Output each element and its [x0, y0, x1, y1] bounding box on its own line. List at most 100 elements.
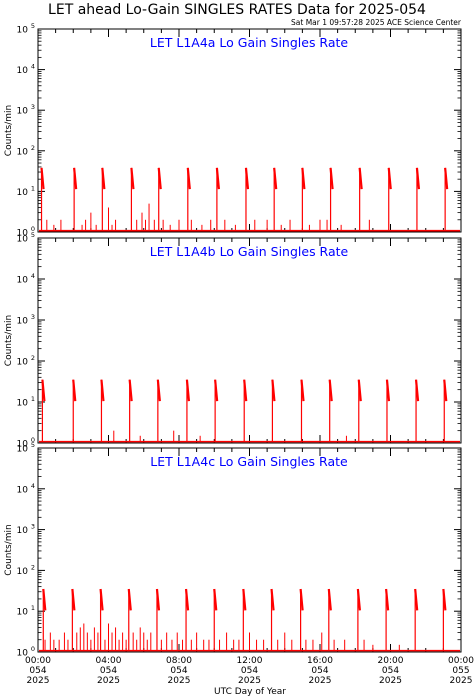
- series-spike-plateau: [357, 379, 362, 402]
- y-tick-exponent: 0: [31, 436, 35, 444]
- series-spike-plateau: [301, 167, 306, 190]
- series-spike-plateau: [329, 167, 334, 190]
- y-axis-title: Counts/min: [4, 315, 14, 366]
- x-tick-time: 08:00: [166, 656, 192, 666]
- y-tick-label: 10: [17, 317, 29, 327]
- series-spike-plateau: [100, 379, 105, 402]
- x-tick-year: 2025: [309, 676, 332, 686]
- series-spike-plateau: [71, 588, 76, 611]
- x-tick-doy: 054: [241, 666, 258, 676]
- y-tick-label: 10: [17, 107, 29, 117]
- x-tick-year: 2025: [168, 676, 191, 686]
- y-tick-exponent: 0: [31, 645, 35, 653]
- series-spike-plateau: [99, 588, 104, 611]
- y-tick-exponent: 1: [31, 395, 35, 403]
- y-tick-label: 10: [17, 147, 29, 157]
- x-tick-time: 00:00: [25, 656, 51, 666]
- y-tick-exponent: 3: [31, 313, 35, 321]
- series-spike-plateau: [270, 588, 275, 611]
- x-tick-doy: 054: [311, 666, 328, 676]
- x-axis-tick-labels: 00:00054202504:00054202508:00054202512:0…: [25, 656, 474, 686]
- series-spike-plateau: [387, 167, 392, 190]
- series-spike-plateau: [157, 167, 162, 190]
- y-tick-exponent: 3: [31, 103, 35, 111]
- x-axis-title: UTC Day of Year: [214, 687, 286, 697]
- x-tick-year: 2025: [97, 676, 120, 686]
- series-spike-plateau: [327, 588, 332, 611]
- y-tick-exponent: 4: [31, 482, 35, 490]
- y-axis-title: Counts/min: [4, 524, 14, 575]
- y-tick-exponent: 5: [31, 441, 35, 449]
- series-spike-plateau: [443, 379, 448, 402]
- series-spike-plateau: [186, 167, 191, 190]
- plot-frame: [37, 28, 462, 233]
- x-tick-doy: 054: [29, 666, 46, 676]
- series-spike-plateau: [127, 588, 132, 611]
- x-tick-time: 04:00: [96, 656, 122, 666]
- y-tick-exponent: 5: [31, 22, 35, 30]
- series-spike-plateau: [414, 379, 420, 402]
- y-tick-label: 10: [17, 526, 29, 536]
- y-tick-exponent: 2: [31, 354, 35, 362]
- y-tick-label: 10: [17, 567, 29, 577]
- y-tick-exponent: 5: [31, 231, 35, 239]
- y-tick-label: 10: [17, 649, 29, 659]
- series-spike-plateau: [130, 167, 135, 190]
- series-spike-plateau: [356, 588, 361, 611]
- y-tick-label: 10: [17, 608, 29, 618]
- y-tick-label: 10: [17, 445, 29, 455]
- y-tick-label: 10: [17, 229, 29, 239]
- y-tick-label: 10: [17, 26, 29, 36]
- x-tick-doy: 054: [382, 666, 399, 676]
- y-axis-title: Counts/min: [4, 105, 14, 156]
- series-spike-plateau: [101, 167, 106, 190]
- series-spike-plateau: [41, 379, 46, 402]
- y-tick-exponent: 1: [31, 184, 35, 192]
- series-spike-plateau: [42, 588, 47, 611]
- y-tick-exponent: 1: [31, 604, 35, 612]
- y-tick-label: 10: [17, 66, 29, 76]
- series-spike-plateau: [415, 167, 421, 190]
- series-spike-plateau: [271, 379, 276, 402]
- panel-title: LET L1A4b Lo Gain Singles Rate: [150, 244, 349, 259]
- series-spike-plateau: [184, 588, 190, 611]
- y-tick-exponent: 4: [31, 272, 35, 280]
- series-spike-plateau: [72, 379, 77, 402]
- series-spike-plateau: [213, 588, 218, 611]
- panel-title: LET L1A4c Lo Gain Singles Rate: [150, 454, 348, 469]
- x-tick-time: 16:00: [307, 656, 333, 666]
- y-tick-label: 10: [17, 399, 29, 409]
- y-tick-label: 10: [17, 235, 29, 245]
- y-tick-label: 10: [17, 440, 29, 450]
- x-tick-year: 2025: [450, 676, 473, 686]
- series-spike-plateau: [243, 379, 248, 402]
- series-spike-plateau: [358, 167, 363, 190]
- series-spike-plateau: [384, 588, 390, 611]
- x-tick-year: 2025: [238, 676, 261, 686]
- y-tick-label: 10: [17, 276, 29, 286]
- y-tick-exponent: 3: [31, 523, 35, 531]
- x-tick-doy: 054: [170, 666, 187, 676]
- y-tick-label: 10: [17, 485, 29, 495]
- series-spike-plateau: [215, 167, 220, 190]
- x-tick-year: 2025: [379, 676, 402, 686]
- series-spike-plateau: [244, 167, 250, 190]
- series-spike-plateau: [242, 588, 247, 611]
- series-spike-plateau: [442, 588, 447, 611]
- series-spike-plateau: [299, 588, 304, 611]
- x-tick-time: 12:00: [237, 656, 263, 666]
- x-tick-doy: 054: [100, 666, 117, 676]
- y-tick-exponent: 2: [31, 563, 35, 571]
- series-spike-plateau: [414, 588, 419, 611]
- y-tick-label: 10: [17, 358, 29, 368]
- series-spike-plateau: [300, 379, 305, 402]
